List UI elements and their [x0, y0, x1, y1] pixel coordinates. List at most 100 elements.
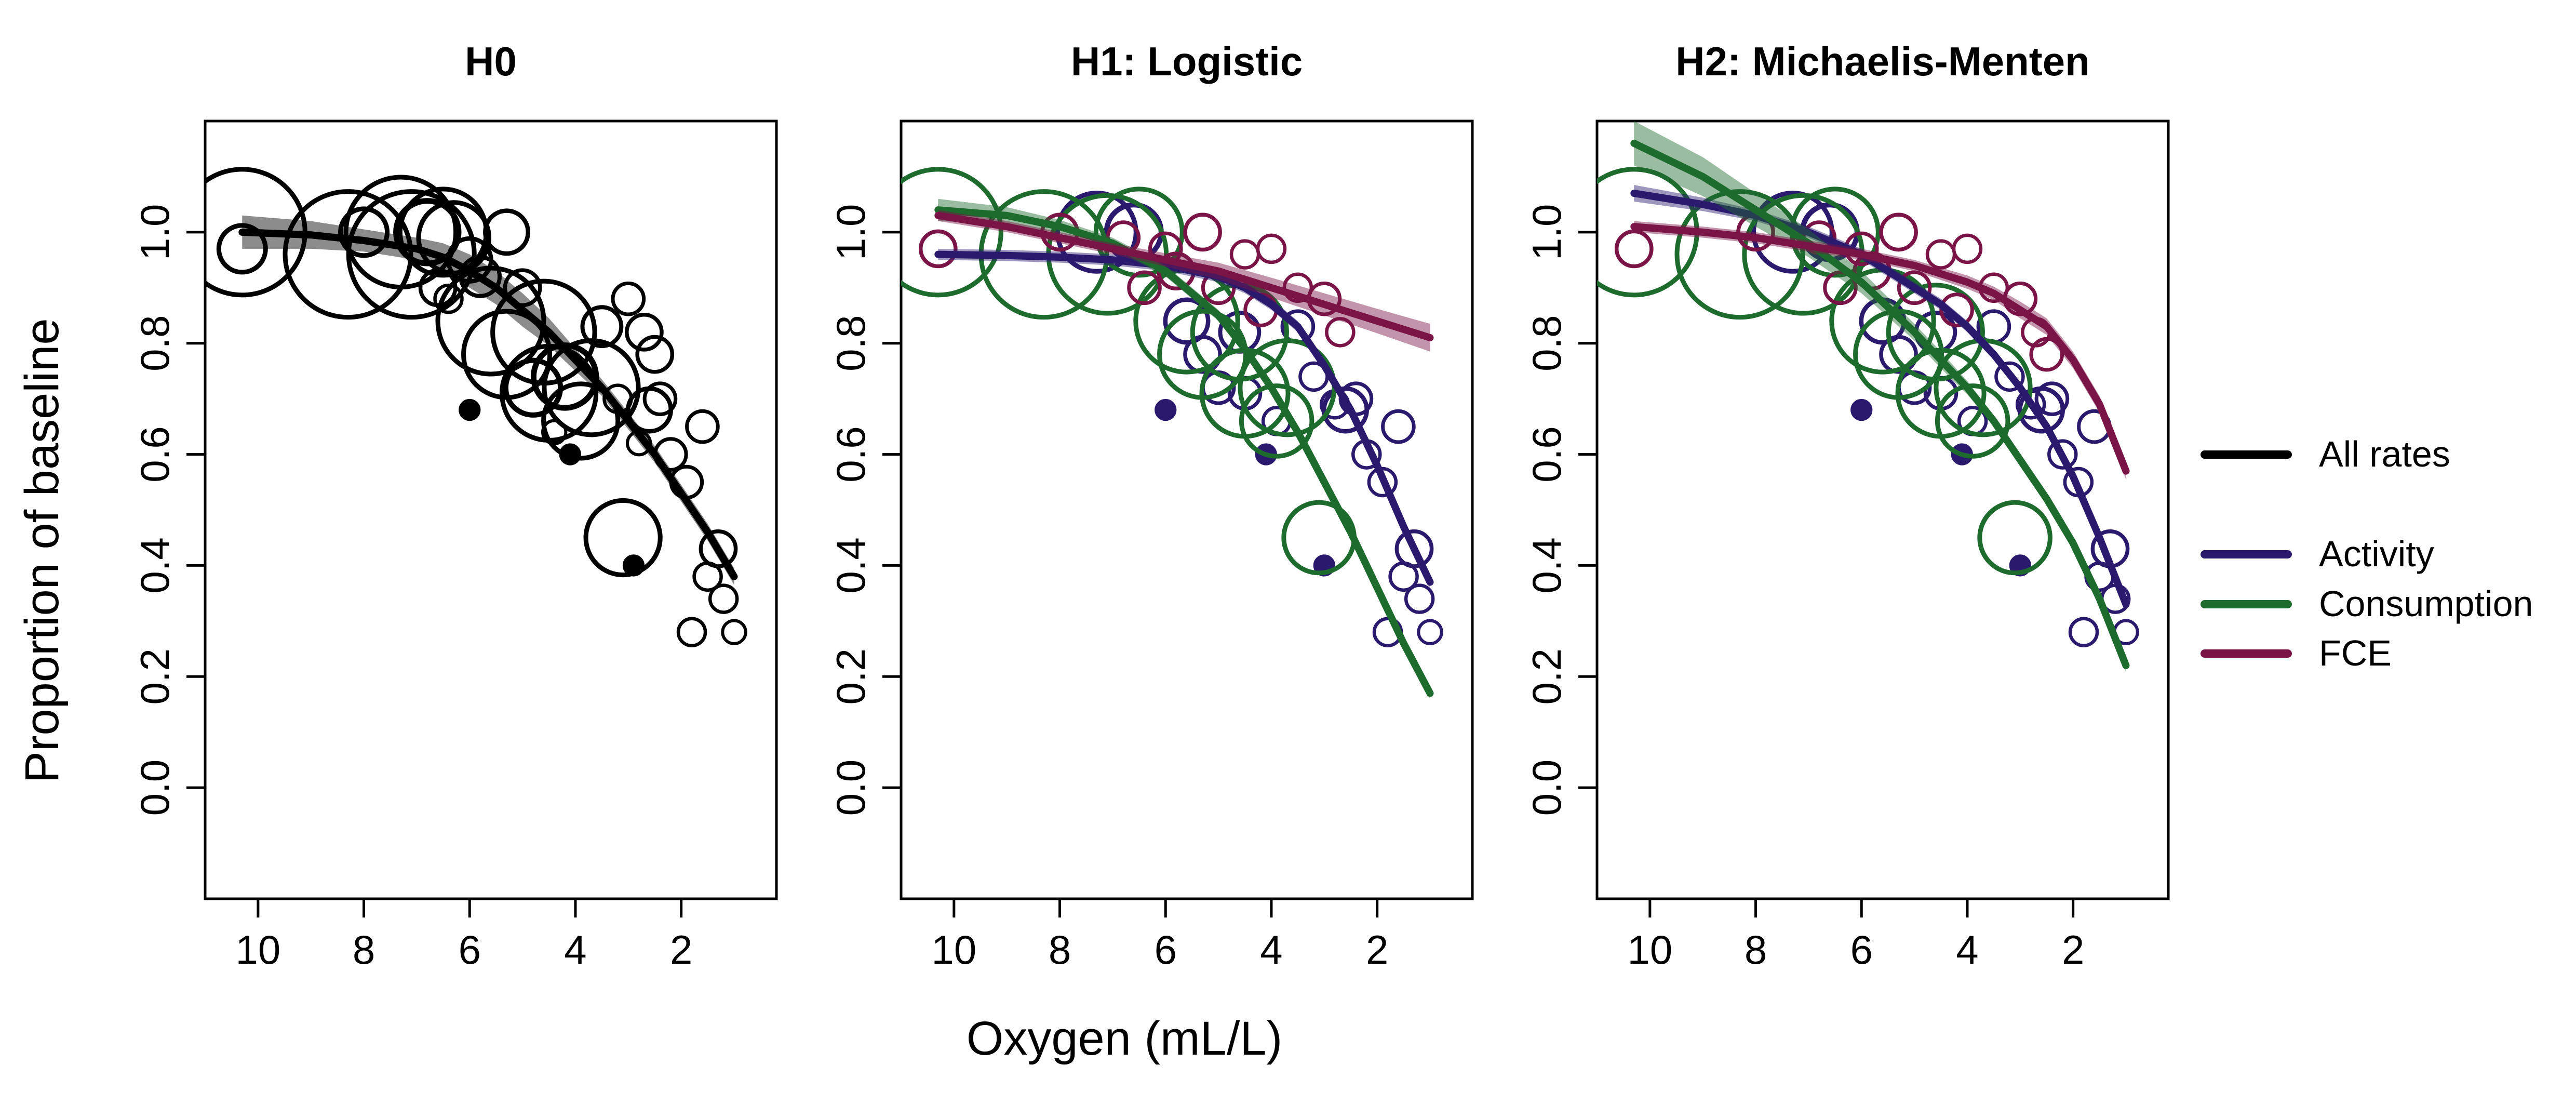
- data-point-fce: [1879, 212, 1918, 252]
- data-point-fce: [1939, 292, 1974, 327]
- data-point-all-rates: [622, 554, 645, 577]
- y-tick-label: 0.6: [132, 426, 178, 482]
- data-point-consumption: [1935, 383, 2010, 459]
- data-point-activity: [1388, 561, 1419, 592]
- data-point-fce: [1823, 270, 1858, 305]
- fit-line-activity: [934, 250, 1434, 586]
- data-point-all-rates: [721, 619, 747, 645]
- data-point-fce: [918, 229, 958, 269]
- data-point-activity: [1850, 398, 1873, 421]
- data-point-fce: [1952, 233, 1983, 264]
- y-tick-label: 0.0: [828, 760, 874, 816]
- x-tick-label: 6: [1850, 927, 1873, 973]
- x-tick-label: 6: [459, 927, 481, 973]
- data-point-activity: [1417, 619, 1443, 645]
- y-tick-label: 1.0: [132, 204, 178, 260]
- data-point-all-rates: [611, 281, 646, 316]
- x-tick-label: 10: [1627, 927, 1672, 973]
- y-axis-title: Proportion of baseline: [16, 318, 69, 783]
- data-point-fce: [1325, 317, 1356, 348]
- data-point-all-rates: [580, 305, 624, 349]
- x-tick-label: 2: [1366, 927, 1388, 973]
- data-point-fce: [1183, 212, 1222, 252]
- plot-area: [1597, 121, 2139, 672]
- data-point-fce: [1614, 229, 1654, 269]
- data-point-all-rates: [583, 498, 663, 578]
- data-point-activity: [1879, 335, 1918, 374]
- data-point-fce: [1282, 272, 1313, 303]
- data-point-all-rates: [433, 283, 464, 314]
- data-point-all-rates: [338, 206, 390, 258]
- data-point-all-rates: [541, 381, 621, 461]
- y-tick-label: 1.0: [1524, 204, 1569, 260]
- x-tick-label: 10: [235, 927, 280, 973]
- legend-item-all-rates: All rates: [2201, 434, 2450, 474]
- data-point-all-rates: [692, 561, 723, 592]
- panel-h1-logistic: H1: Logistic 0.0 0.2 0.4 0.6 0.8 1.0 10 8 6 4 2: [828, 38, 1474, 973]
- legend-label: Activity: [2319, 534, 2434, 574]
- legend-item-consumption: Consumption: [2201, 583, 2533, 624]
- panel-h0: H0 0.0 0.2 0.4 0.6 0.8 1.0 10 8 6 4 2: [132, 38, 778, 973]
- x-axis-title: Oxygen (mL/L): [967, 1012, 1282, 1065]
- y-tick-label: 0.6: [828, 426, 874, 482]
- data-point-all-rates: [459, 398, 481, 421]
- data-point-all-rates: [676, 617, 707, 647]
- data-point-consumption: [1977, 500, 2052, 576]
- x-tick-label: 4: [1260, 927, 1282, 973]
- y-tick-label: 0.6: [1524, 426, 1569, 482]
- x-tick-label: 2: [670, 927, 692, 973]
- data-point-fce: [1127, 270, 1162, 305]
- panel-h2-michaelis-menten: H2: Michaelis-Menten 0.0 0.2 0.4 0.6 0.8 1.0 10…: [1524, 38, 2170, 973]
- data-point-fce: [1897, 270, 1932, 305]
- data-point-activity: [1183, 335, 1222, 374]
- legend-item-fce: FCE: [2201, 633, 2392, 673]
- data-point-all-rates: [216, 223, 268, 275]
- panel-title: H2: Michaelis-Menten: [1675, 38, 2089, 84]
- data-point-all-rates: [642, 381, 678, 416]
- y-tick-label: 1.0: [828, 204, 874, 260]
- x-tick-label: 8: [353, 927, 375, 973]
- data-point-activity: [1994, 361, 2025, 392]
- panel-title: H0: [465, 38, 517, 84]
- data-point-activity: [2034, 381, 2070, 416]
- data-point-consumption: [901, 167, 1003, 298]
- data-point-consumption: [1093, 187, 1185, 278]
- x-tick-label: 8: [1049, 927, 1071, 973]
- data-point-activity: [2068, 617, 2099, 647]
- plot-area: [901, 167, 1443, 699]
- data-point-all-rates: [541, 419, 568, 445]
- y-tick-label: 0.4: [828, 537, 874, 593]
- data-point-all-rates: [708, 583, 739, 614]
- plot-area: [205, 167, 747, 647]
- x-tick-label: 2: [2062, 927, 2084, 973]
- data-point-fce: [1925, 239, 1956, 270]
- data-point-consumption: [1674, 189, 1805, 320]
- y-tick-label: 0.4: [1524, 537, 1569, 593]
- data-point-fce: [2029, 337, 2064, 372]
- data-point-consumption: [1239, 383, 1314, 459]
- data-point-all-rates: [283, 189, 413, 320]
- plot-frame: [1595, 119, 2170, 900]
- legend-label: FCE: [2319, 633, 2392, 673]
- y-tick-label: 0.2: [828, 648, 874, 704]
- legend-label: All rates: [2319, 434, 2450, 474]
- data-point-activity: [1404, 583, 1435, 614]
- y-tick-label: 0.2: [1524, 648, 1569, 704]
- x-tick-label: 6: [1155, 927, 1177, 973]
- data-point-activity: [1163, 297, 1211, 345]
- y-tick-label: 0.4: [132, 537, 178, 593]
- data-point-activity: [2047, 439, 2078, 470]
- data-point-all-rates: [635, 335, 675, 374]
- data-point-all-rates: [685, 409, 720, 444]
- plot-frame: [204, 119, 778, 900]
- data-point-all-rates: [346, 189, 477, 320]
- x-tick-label: 8: [1745, 927, 1767, 973]
- legend-label: Consumption: [2319, 583, 2533, 624]
- data-point-all-rates: [503, 268, 542, 308]
- data-point-all-rates: [559, 443, 581, 465]
- data-point-fce: [1229, 239, 1260, 270]
- x-tick-label: 4: [564, 927, 586, 973]
- y-tick-label: 0.8: [132, 315, 178, 371]
- x-tick-label: 10: [931, 927, 976, 973]
